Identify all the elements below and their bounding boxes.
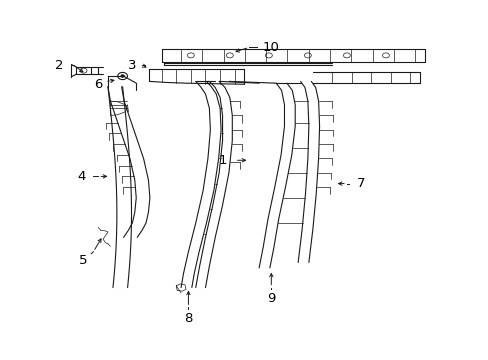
Text: 5: 5 xyxy=(79,254,88,267)
Text: 3: 3 xyxy=(128,59,136,72)
Text: 2: 2 xyxy=(55,59,63,72)
Text: 7: 7 xyxy=(357,177,365,190)
Text: 8: 8 xyxy=(184,311,192,325)
Text: 9: 9 xyxy=(266,292,275,305)
Text: 10: 10 xyxy=(263,41,279,54)
Text: 6: 6 xyxy=(94,78,102,91)
Text: 1: 1 xyxy=(218,154,226,167)
Text: 4: 4 xyxy=(77,170,85,183)
Circle shape xyxy=(121,75,124,77)
